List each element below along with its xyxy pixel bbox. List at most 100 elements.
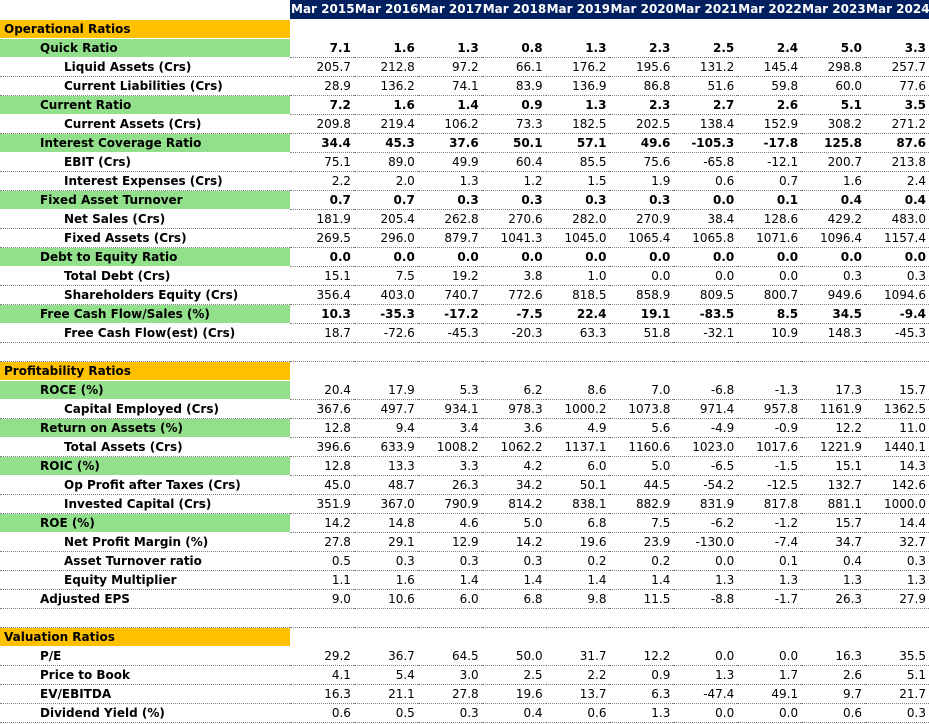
value-cell[interactable]: 66.1 (481, 57, 546, 77)
value-cell[interactable]: 6.0 (417, 589, 482, 609)
value-cell[interactable]: 2.2 (545, 665, 610, 685)
value-cell[interactable]: 83.9 (481, 76, 546, 96)
value-cell[interactable]: 1071.6 (737, 228, 802, 248)
value-cell[interactable] (737, 19, 802, 39)
value-cell[interactable]: 396.6 (290, 437, 354, 457)
value-cell[interactable] (865, 19, 929, 39)
value-cell[interactable]: 14.2 (290, 513, 354, 533)
value-cell[interactable]: 1.4 (481, 570, 546, 590)
value-cell[interactable]: 1157.4 (865, 228, 929, 248)
value-cell[interactable]: 814.2 (481, 494, 546, 514)
value-cell[interactable] (290, 361, 354, 381)
value-cell[interactable]: -47.4 (673, 684, 738, 704)
value-cell[interactable]: 200.7 (801, 152, 866, 172)
value-cell[interactable]: -20.3 (481, 323, 546, 343)
value-cell[interactable]: 195.6 (609, 57, 674, 77)
value-cell[interactable]: 1041.3 (481, 228, 546, 248)
value-cell[interactable]: 2.2 (290, 171, 354, 191)
value-cell[interactable]: 9.7 (801, 684, 866, 704)
value-cell[interactable] (417, 627, 482, 647)
value-cell[interactable]: 978.3 (481, 399, 546, 419)
row-label[interactable]: Net Profit Margin (%) (0, 532, 291, 552)
value-cell[interactable]: 50.0 (481, 646, 546, 666)
value-cell[interactable]: 5.1 (801, 95, 866, 115)
value-cell[interactable]: 0.4 (481, 703, 546, 723)
row-label[interactable]: Asset Turnover ratio (0, 551, 291, 571)
value-cell[interactable]: -4.9 (673, 418, 738, 438)
value-cell[interactable]: 131.2 (673, 57, 738, 77)
value-cell[interactable]: 0.0 (737, 266, 802, 286)
value-cell[interactable]: -7.4 (737, 532, 802, 552)
value-cell[interactable] (801, 19, 866, 39)
value-cell[interactable]: 296.0 (353, 228, 418, 248)
value-cell[interactable] (737, 361, 802, 381)
value-cell[interactable]: 11.0 (865, 418, 929, 438)
value-cell[interactable]: 7.0 (609, 380, 674, 400)
value-cell[interactable]: 3.0 (417, 665, 482, 685)
row-label[interactable]: Current Ratio (0, 95, 291, 115)
value-cell[interactable]: 298.8 (801, 57, 866, 77)
value-cell[interactable]: 308.2 (801, 114, 866, 134)
value-cell[interactable]: 2.3 (609, 38, 674, 58)
value-cell[interactable]: 356.4 (290, 285, 354, 305)
value-cell[interactable]: 15.7 (801, 513, 866, 533)
value-cell[interactable]: 1.3 (417, 38, 482, 58)
row-label[interactable]: Debt to Equity Ratio (0, 247, 291, 267)
value-cell[interactable]: -0.9 (737, 418, 802, 438)
value-cell[interactable]: 0.7 (290, 190, 354, 210)
value-cell[interactable]: 0.0 (737, 247, 802, 267)
value-cell[interactable]: 0.0 (865, 247, 929, 267)
value-cell[interactable]: -9.4 (865, 304, 929, 324)
row-label[interactable]: Total Assets (Crs) (0, 437, 291, 457)
row-label[interactable]: Capital Employed (Crs) (0, 399, 291, 419)
value-cell[interactable]: 0.6 (673, 171, 738, 191)
value-cell[interactable]: 2.5 (481, 665, 546, 685)
value-cell[interactable] (545, 627, 610, 647)
value-cell[interactable]: 3.5 (865, 95, 929, 115)
value-cell[interactable]: 0.4 (865, 190, 929, 210)
value-cell[interactable]: 1094.6 (865, 285, 929, 305)
value-cell[interactable]: 20.4 (290, 380, 354, 400)
year-header[interactable]: Mar 2017 (417, 0, 482, 20)
value-cell[interactable]: 136.9 (545, 76, 610, 96)
value-cell[interactable]: 429.2 (801, 209, 866, 229)
value-cell[interactable]: 5.0 (609, 456, 674, 476)
value-cell[interactable]: 152.9 (737, 114, 802, 134)
section-title[interactable]: Profitability Ratios (0, 361, 291, 381)
value-cell[interactable]: -72.6 (353, 323, 418, 343)
value-cell[interactable]: 1096.4 (801, 228, 866, 248)
value-cell[interactable]: 37.6 (417, 133, 482, 153)
value-cell[interactable]: 75.1 (290, 152, 354, 172)
value-cell[interactable]: 271.2 (865, 114, 929, 134)
value-cell[interactable]: 2.4 (865, 171, 929, 191)
value-cell[interactable]: 3.3 (865, 38, 929, 58)
value-cell[interactable]: 817.8 (737, 494, 802, 514)
value-cell[interactable]: 60.4 (481, 152, 546, 172)
row-label[interactable]: Fixed Assets (Crs) (0, 228, 291, 248)
value-cell[interactable]: 403.0 (353, 285, 418, 305)
value-cell[interactable]: 790.9 (417, 494, 482, 514)
value-cell[interactable]: 497.7 (353, 399, 418, 419)
value-cell[interactable]: 1.4 (417, 570, 482, 590)
value-cell[interactable]: 29.1 (353, 532, 418, 552)
value-cell[interactable]: 75.6 (609, 152, 674, 172)
value-cell[interactable]: 0.7 (737, 171, 802, 191)
value-cell[interactable]: 1017.6 (737, 437, 802, 457)
value-cell[interactable]: 26.3 (801, 589, 866, 609)
value-cell[interactable]: 26.3 (417, 475, 482, 495)
value-cell[interactable]: 85.5 (545, 152, 610, 172)
value-cell[interactable]: 1.5 (545, 171, 610, 191)
value-cell[interactable]: 51.8 (609, 323, 674, 343)
value-cell[interactable]: 7.1 (290, 38, 354, 58)
year-header[interactable]: Mar 2015 (290, 0, 354, 20)
value-cell[interactable]: 128.6 (737, 209, 802, 229)
value-cell[interactable]: 132.7 (801, 475, 866, 495)
value-cell[interactable]: 73.3 (481, 114, 546, 134)
value-cell[interactable]: 2.0 (353, 171, 418, 191)
value-cell[interactable]: 36.7 (353, 646, 418, 666)
value-cell[interactable]: 5.1 (865, 665, 929, 685)
row-label[interactable]: Equity Multiplier (0, 570, 291, 590)
value-cell[interactable]: 0.0 (673, 190, 738, 210)
value-cell[interactable]: 14.2 (481, 532, 546, 552)
value-cell[interactable]: 9.8 (545, 589, 610, 609)
